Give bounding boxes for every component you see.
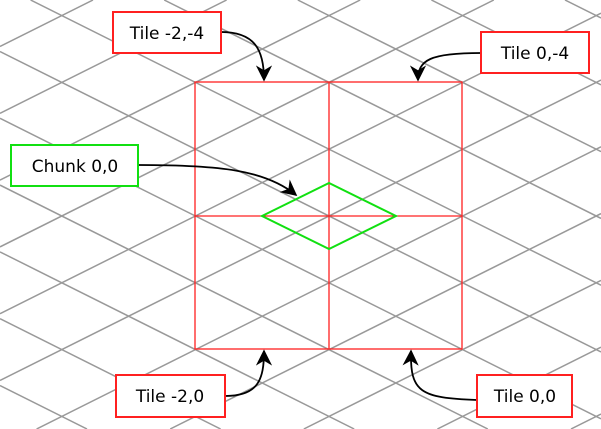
label-tile-b: Tile 0,-4	[480, 31, 590, 74]
grid-line	[163, 0, 601, 220]
label-tile-c: Tile -2,0	[115, 374, 226, 418]
grid-line	[0, 0, 94, 48]
grid-line	[297, 0, 601, 153]
label-chunk-text: Chunk 0,0	[32, 157, 118, 177]
arrow-tile-a	[220, 31, 273, 82]
grid-line	[0, 0, 495, 248]
arrow-tile-b	[409, 52, 482, 82]
label-tile-c-text: Tile -2,0	[135, 387, 204, 407]
grid-line	[0, 79, 601, 382]
arrow-chunk	[137, 164, 298, 197]
label-tile-a: Tile -2,-4	[112, 11, 222, 54]
label-tile-d: Tile 0,0	[476, 374, 573, 418]
arrow-tile-d	[402, 349, 478, 401]
label-tile-b-text: Tile 0,-4	[500, 44, 569, 64]
grid-line	[0, 384, 88, 429]
label-chunk: Chunk 0,0	[10, 144, 139, 187]
grid-line	[570, 413, 601, 429]
tile-grid	[194, 81, 463, 350]
grid-line	[0, 251, 355, 429]
grid-line	[564, 0, 601, 19]
label-tile-d-text: Tile 0,0	[493, 387, 556, 407]
label-tile-a-text: Tile -2,-4	[129, 24, 204, 44]
grid-line	[303, 279, 601, 429]
grid-line	[0, 184, 489, 429]
arrow-tile-c	[224, 349, 273, 397]
chunk-diamond	[259, 181, 399, 251]
grid-line	[0, 50, 601, 353]
